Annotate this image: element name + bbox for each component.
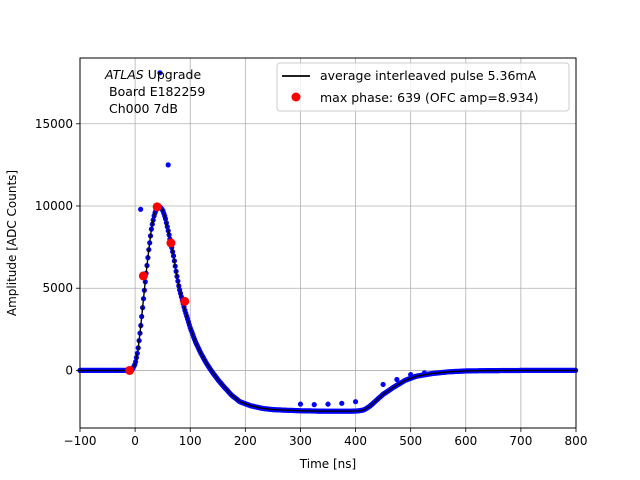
x-tick-label: 200 [234,434,257,448]
board-annotation: ATLAS Upgrade Board E182259 Ch000 7dB [104,67,205,116]
axis-ticks: −100 0 100 200 300 400 500 600 700 800 0 5000 10000 1… [35,117,588,448]
sample-outlier-point [157,70,163,76]
annotation-line-3: Ch000 7dB [109,101,178,116]
plot-frame [79,57,577,429]
x-tick-label: 800 [565,434,588,448]
max-phase-point [152,202,162,212]
annotation-upgrade: Upgrade [144,67,202,82]
y-axis-label: Amplitude [ADC Counts] [5,170,19,316]
x-tick-label: 700 [509,434,532,448]
sample-outlier-point [165,162,171,168]
sample-outlier-point [394,376,400,383]
blue-sample-points [77,70,579,414]
y-tick-label: 0 [65,363,73,377]
sample-outlier-point [339,400,345,406]
sample-outlier-point [297,401,304,407]
max-phase-point [180,296,190,306]
sample-outlier-point [408,371,414,378]
plot-data [77,70,579,414]
max-phase-point [138,271,148,281]
grid-lines [79,58,577,428]
max-phase-point [166,238,176,248]
legend-label-average-pulse: average interleaved pulse 5.36mA [320,68,537,83]
max-phase-points [125,202,190,375]
annotation-line-1: ATLAS Upgrade [104,67,201,82]
x-tick-label: 400 [344,434,367,448]
y-tick-label: 5000 [42,281,73,295]
max-phase-point [125,365,135,375]
y-tick-label: 10000 [35,199,73,213]
x-axis-label: Time [ns] [299,457,356,471]
legend-box [276,62,570,112]
sample-outlier-point [138,206,144,212]
x-tick-label: −100 [64,434,97,448]
legend: average interleaved pulse 5.36mA max pha… [276,62,570,112]
sample-outlier-point [325,401,331,407]
x-tick-label: 0 [131,434,139,448]
x-tick-label: 500 [399,434,422,448]
x-tick-label: 600 [454,434,477,448]
x-tick-label: 100 [179,434,202,448]
y-tick-label: 15000 [35,117,73,131]
legend-dot-swatch [291,92,301,102]
annotation-atlas: ATLAS [104,67,144,82]
legend-label-max-phase: max phase: 639 (OFC amp=8.934) [320,90,538,105]
average-pulse-line [80,205,576,412]
sample-outlier-point [352,399,359,405]
annotation-line-2: Board E182259 [109,84,205,99]
sample-outlier-point [311,402,317,408]
sample-outlier-point [380,381,386,388]
x-tick-label: 300 [289,434,312,448]
